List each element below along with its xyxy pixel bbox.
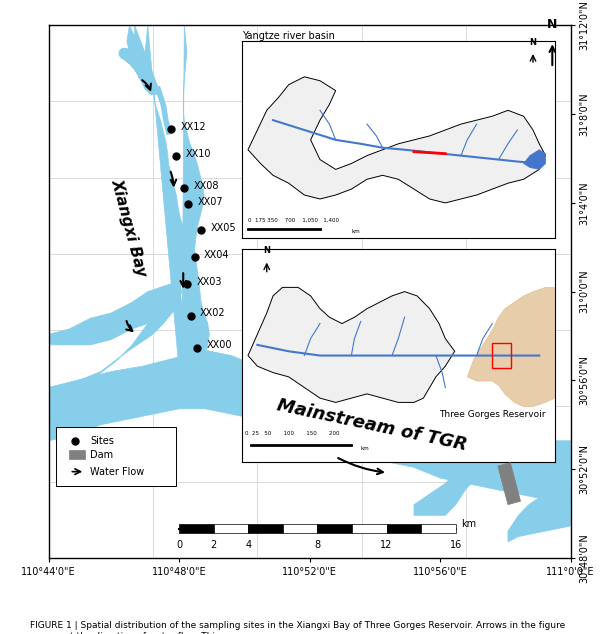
Polygon shape — [414, 436, 571, 515]
Text: XX04: XX04 — [204, 250, 229, 260]
Polygon shape — [508, 489, 571, 542]
Text: km: km — [461, 519, 476, 529]
Bar — [69, 450, 85, 460]
Text: Dam: Dam — [90, 450, 114, 460]
Text: 4: 4 — [245, 540, 251, 550]
Bar — [421, 524, 456, 533]
Bar — [352, 524, 387, 533]
Text: XX05: XX05 — [211, 223, 236, 233]
Text: XX12: XX12 — [181, 122, 206, 132]
Text: XX07: XX07 — [198, 197, 223, 207]
Text: XX08: XX08 — [194, 181, 219, 191]
Polygon shape — [49, 350, 571, 505]
Polygon shape — [49, 302, 177, 398]
Bar — [387, 524, 421, 533]
Bar — [214, 524, 248, 533]
Text: 12: 12 — [381, 540, 393, 550]
Bar — [317, 524, 352, 533]
Bar — [248, 524, 283, 533]
Text: XX10: XX10 — [186, 149, 211, 158]
Polygon shape — [49, 281, 181, 345]
FancyArrowPatch shape — [124, 53, 144, 76]
Text: N: N — [547, 18, 557, 30]
Polygon shape — [127, 25, 161, 94]
Text: 0: 0 — [176, 540, 182, 550]
Polygon shape — [145, 25, 209, 398]
Text: Water Flow: Water Flow — [90, 467, 144, 477]
Bar — [283, 524, 317, 533]
Text: XX03: XX03 — [196, 276, 222, 287]
Text: FIGURE 1 | Spatial distribution of the sampling sites in the Xiangxi Bay of Thre: FIGURE 1 | Spatial distribution of the s… — [30, 621, 566, 634]
Bar — [498, 463, 521, 505]
Text: 2: 2 — [211, 540, 217, 550]
Bar — [179, 524, 214, 533]
Text: XX00: XX00 — [207, 340, 232, 351]
Text: XX02: XX02 — [200, 309, 226, 318]
Text: Xiangxi Bay: Xiangxi Bay — [109, 177, 150, 278]
FancyBboxPatch shape — [56, 427, 177, 486]
Text: 16: 16 — [450, 540, 462, 550]
Text: Mainstream of TGR: Mainstream of TGR — [276, 396, 469, 454]
Text: Sites: Sites — [90, 436, 114, 446]
Text: 8: 8 — [314, 540, 320, 550]
